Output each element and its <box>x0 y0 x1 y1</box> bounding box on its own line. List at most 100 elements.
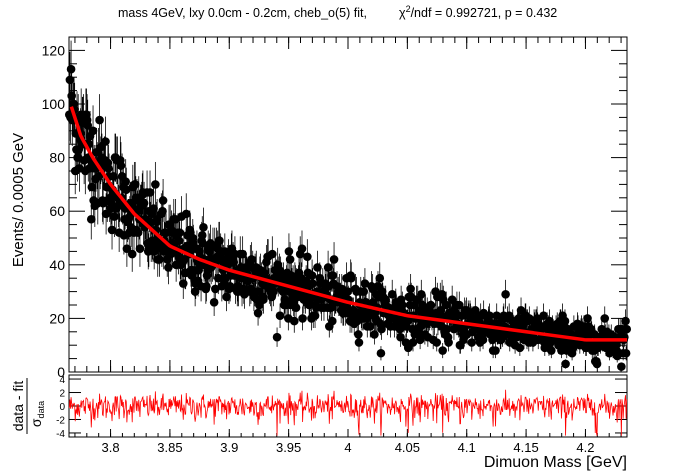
x-tick-label: 4.05 <box>395 440 420 455</box>
data-point <box>328 271 338 280</box>
pull-residuals <box>68 389 628 436</box>
data-point <box>359 287 369 296</box>
data-point <box>592 359 602 369</box>
data-point <box>343 287 353 296</box>
data-point <box>327 316 337 326</box>
data-point <box>539 311 548 321</box>
x-tick-label: 3.95 <box>276 440 301 455</box>
data-point <box>329 255 339 264</box>
data-point <box>298 314 307 323</box>
data-point <box>127 249 137 259</box>
chart-title-right: χ2/ndf = 0.992721, p = 0.432 <box>399 4 557 20</box>
data-point <box>621 348 631 358</box>
y-tick-label: 100 <box>42 96 66 112</box>
data-point <box>197 231 207 240</box>
data-point <box>491 346 500 355</box>
data-point <box>190 287 200 296</box>
data-point <box>268 249 277 259</box>
data-point <box>297 244 307 254</box>
data-point <box>417 289 426 299</box>
data-point <box>501 289 510 299</box>
data-point <box>238 249 247 259</box>
data-point <box>441 300 451 310</box>
pull-y-tick-label: -4 <box>56 429 65 440</box>
y-tick-label: 0 <box>57 364 65 380</box>
data-point <box>432 338 442 347</box>
x-axis-label: Dimuon Mass [GeV] <box>484 454 627 471</box>
data-point <box>547 346 556 355</box>
data-point <box>211 284 220 294</box>
data-point <box>158 206 167 216</box>
data-point <box>95 115 104 125</box>
pull-y-tick-label: 4 <box>59 375 65 386</box>
data-point <box>253 308 263 318</box>
data-point <box>621 316 630 326</box>
x-tick-label: 3.85 <box>157 440 182 455</box>
data-point <box>158 196 168 205</box>
data-points-layer <box>64 40 632 371</box>
data-point <box>561 359 570 369</box>
pull-y-tick-label: 2 <box>59 389 65 400</box>
data-point <box>395 324 405 334</box>
data-point <box>308 279 317 288</box>
data-point <box>442 324 452 334</box>
data-point <box>600 314 610 323</box>
data-point <box>259 295 268 304</box>
data-point <box>101 137 110 146</box>
data-point <box>155 255 164 264</box>
data-point <box>145 188 155 197</box>
data-point <box>471 306 480 315</box>
data-point <box>406 284 415 294</box>
pull-y-tick-label: 0 <box>59 402 65 413</box>
data-point <box>66 64 76 74</box>
data-point <box>617 362 626 371</box>
data-point <box>444 338 453 347</box>
y-tick-label: 60 <box>49 203 65 219</box>
data-point <box>121 177 130 187</box>
x-tick-label: 4.2 <box>576 440 594 455</box>
data-point <box>370 330 379 339</box>
data-point <box>376 348 386 358</box>
x-tick-label: 4.15 <box>513 440 538 455</box>
data-point <box>346 273 356 283</box>
data-point <box>104 164 113 173</box>
y-axis-label: Events/ 0.0005 GeV <box>10 133 27 267</box>
data-point <box>515 343 525 353</box>
data-point <box>307 271 317 280</box>
data-point <box>116 161 126 170</box>
data-point <box>310 311 320 321</box>
y-tick-label: 80 <box>49 150 65 166</box>
pull-y-tick-label: -2 <box>56 415 65 426</box>
data-point <box>121 185 131 195</box>
data-point <box>365 322 375 331</box>
data-point <box>354 338 364 347</box>
data-point <box>375 273 385 283</box>
data-point <box>284 247 294 256</box>
data-point <box>151 180 160 189</box>
data-point <box>164 263 173 272</box>
data-point <box>396 332 405 342</box>
data-point <box>178 279 188 288</box>
data-point <box>130 180 140 189</box>
data-point <box>289 316 299 326</box>
pull-y-label: data - fit σdata <box>10 378 46 434</box>
data-point <box>272 332 282 342</box>
data-point <box>291 303 301 312</box>
data-point <box>560 316 570 326</box>
fit-curve <box>69 106 627 342</box>
data-point <box>222 292 231 302</box>
data-point <box>285 255 295 264</box>
data-point <box>622 324 632 334</box>
main-plot-panel: 3.8 3.85 3.9 3.95 4 4.05 4.1 4.15 4.202040608010… <box>42 36 632 455</box>
data-point <box>209 298 219 307</box>
data-point <box>174 236 184 245</box>
data-point <box>583 314 592 323</box>
data-point <box>467 338 477 347</box>
x-tick-label: 4 <box>344 440 351 455</box>
data-point <box>438 346 447 355</box>
data-point <box>213 273 223 283</box>
data-point <box>199 222 208 232</box>
data-point <box>275 311 285 321</box>
y-tick-label: 40 <box>49 257 65 273</box>
